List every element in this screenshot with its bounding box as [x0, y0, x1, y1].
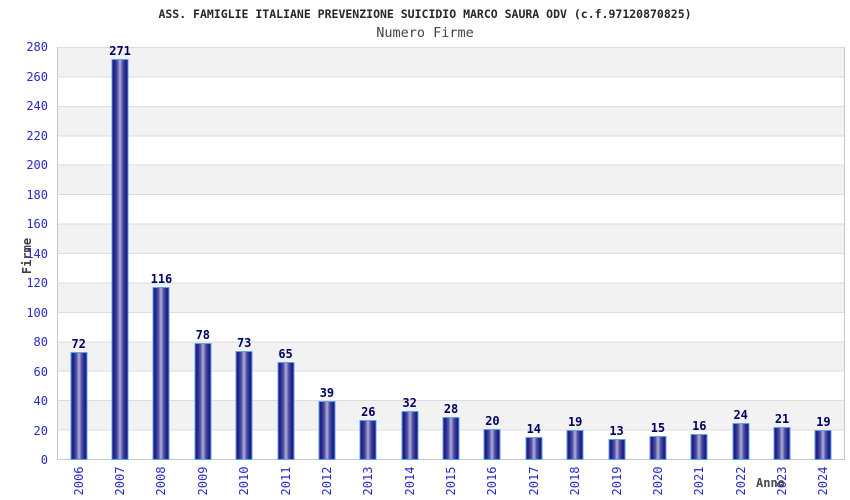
bar: 19: [566, 416, 584, 460]
bar-group: 21 2023: [761, 47, 802, 495]
bar-value-label: 116: [150, 272, 173, 287]
bar-group: 32 2014: [389, 47, 430, 495]
x-tick-label: 2020: [650, 466, 665, 496]
bar-value-label: 73: [236, 335, 252, 350]
bar: 78: [194, 329, 212, 460]
page-title: ASS. FAMIGLIE ITALIANE PREVENZIONE SUICI…: [158, 7, 692, 21]
x-tick-label: 2013: [361, 466, 376, 496]
bar-group: 16 2021: [679, 47, 720, 495]
bar-value-label: 19: [567, 415, 583, 430]
bar-value-label: 39: [319, 385, 335, 400]
bar-value-label: 14: [526, 422, 542, 437]
bar-value-label: 271: [109, 44, 131, 59]
bar: 16: [690, 420, 708, 460]
y-tick-label: 140: [26, 246, 48, 261]
bar-value-label: 65: [278, 347, 293, 362]
page-subtitle: Numero Firme: [376, 25, 474, 41]
bar-value-label: 16: [692, 419, 707, 434]
y-tick-label: 260: [26, 69, 48, 84]
bar: 14: [525, 423, 543, 460]
x-tick-label: 2016: [485, 466, 500, 496]
x-tick-label: 2009: [195, 466, 210, 496]
y-tick-label: 80: [33, 335, 48, 349]
x-tick-label: 2017: [526, 466, 541, 496]
bar-value-label: 19: [816, 415, 831, 430]
x-tick-label: 2007: [113, 466, 128, 496]
bar-group: 73 2010: [224, 47, 265, 495]
y-tick-label: 220: [26, 128, 48, 143]
bar: 271: [109, 45, 131, 460]
y-tick-label: 40: [33, 394, 48, 408]
bar-group: 15 2020: [637, 47, 678, 495]
bar-group: 20 2016: [472, 47, 513, 495]
bar: 15: [649, 422, 667, 460]
y-tick-label: 160: [26, 217, 48, 231]
x-tick-label: 2011: [278, 466, 293, 496]
bar-value-label: 32: [402, 395, 417, 410]
y-tick-label: 20: [33, 423, 48, 438]
x-tick-label: 2019: [609, 466, 624, 496]
bar-group: 39 2012: [306, 47, 347, 495]
y-tick-label: 180: [26, 187, 48, 202]
bar: 72: [70, 338, 88, 460]
plot-area: 72 2006 271 2007 116 2008 78 2009 73 2010 65 2011 39…: [57, 45, 845, 495]
bar-group: 65 2011: [265, 47, 306, 495]
bar-value-label: 28: [443, 401, 459, 416]
x-tick-label: 2012: [319, 466, 334, 496]
x-tick-label: 2008: [154, 466, 169, 496]
y-axis-ticks: 0 20 40 60 80 100 120 140 160 180 200 220 240 260 280: [0, 41, 48, 466]
bar: 19: [814, 416, 832, 460]
x-tick-label: 2006: [71, 466, 86, 496]
bar-value-label: 21: [774, 412, 790, 427]
y-tick-label: 240: [26, 99, 48, 113]
bar: 39: [318, 387, 336, 460]
bar-group: 78 2009: [182, 47, 223, 495]
bar-group: 19 2018: [555, 47, 596, 495]
bar-group: 19 2024: [803, 47, 844, 495]
bar-group: 271 2007: [99, 45, 140, 495]
bar-value-label: 78: [195, 328, 211, 343]
x-tick-label: 2010: [237, 466, 252, 496]
bar-group: 28 2015: [430, 47, 471, 495]
bar: 32: [401, 397, 419, 460]
bar-value-label: 13: [609, 423, 624, 438]
bar-value-label: 72: [71, 337, 86, 352]
bar-group: 14 2017: [513, 47, 554, 495]
bar: 65: [277, 348, 295, 460]
bar-value-label: 24: [733, 407, 748, 422]
bar-group: 26 2013: [348, 47, 389, 495]
x-tick-label: 2021: [692, 466, 707, 496]
bar: 116: [151, 273, 172, 460]
y-tick-label: 280: [26, 40, 48, 54]
bars: 72 2006 271 2007 116 2008 78 2009 73 2010 65 2011 39…: [58, 45, 844, 495]
bar: 26: [359, 406, 377, 460]
bar: 13: [608, 425, 626, 460]
x-tick-label: 2024: [816, 466, 831, 496]
bar: 73: [235, 337, 253, 460]
bar: 20: [483, 415, 501, 460]
x-tick-label: 2014: [402, 466, 417, 496]
bar: 28: [442, 403, 460, 460]
bar: 21: [773, 413, 791, 460]
bar-value-label: 26: [361, 404, 376, 419]
bar-value-label: 20: [485, 413, 500, 428]
x-tick-label: 2015: [444, 466, 459, 496]
y-tick-label: 120: [26, 276, 48, 290]
y-tick-label: 100: [26, 305, 48, 320]
bar-group: 24 2022: [720, 47, 761, 495]
bar-value-label: 15: [650, 420, 666, 435]
x-axis-title: Anno: [756, 476, 785, 490]
bar: 24: [732, 409, 750, 460]
y-tick-label: 200: [26, 158, 48, 172]
y-tick-label: 60: [33, 364, 48, 379]
y-tick-label: 0: [40, 453, 48, 467]
x-tick-label: 2018: [568, 466, 583, 496]
bar-group: 72 2006: [58, 47, 99, 495]
bar-group: 116 2008: [141, 47, 182, 495]
x-tick-label: 2022: [733, 466, 748, 496]
bar-group: 13 2019: [596, 47, 637, 495]
